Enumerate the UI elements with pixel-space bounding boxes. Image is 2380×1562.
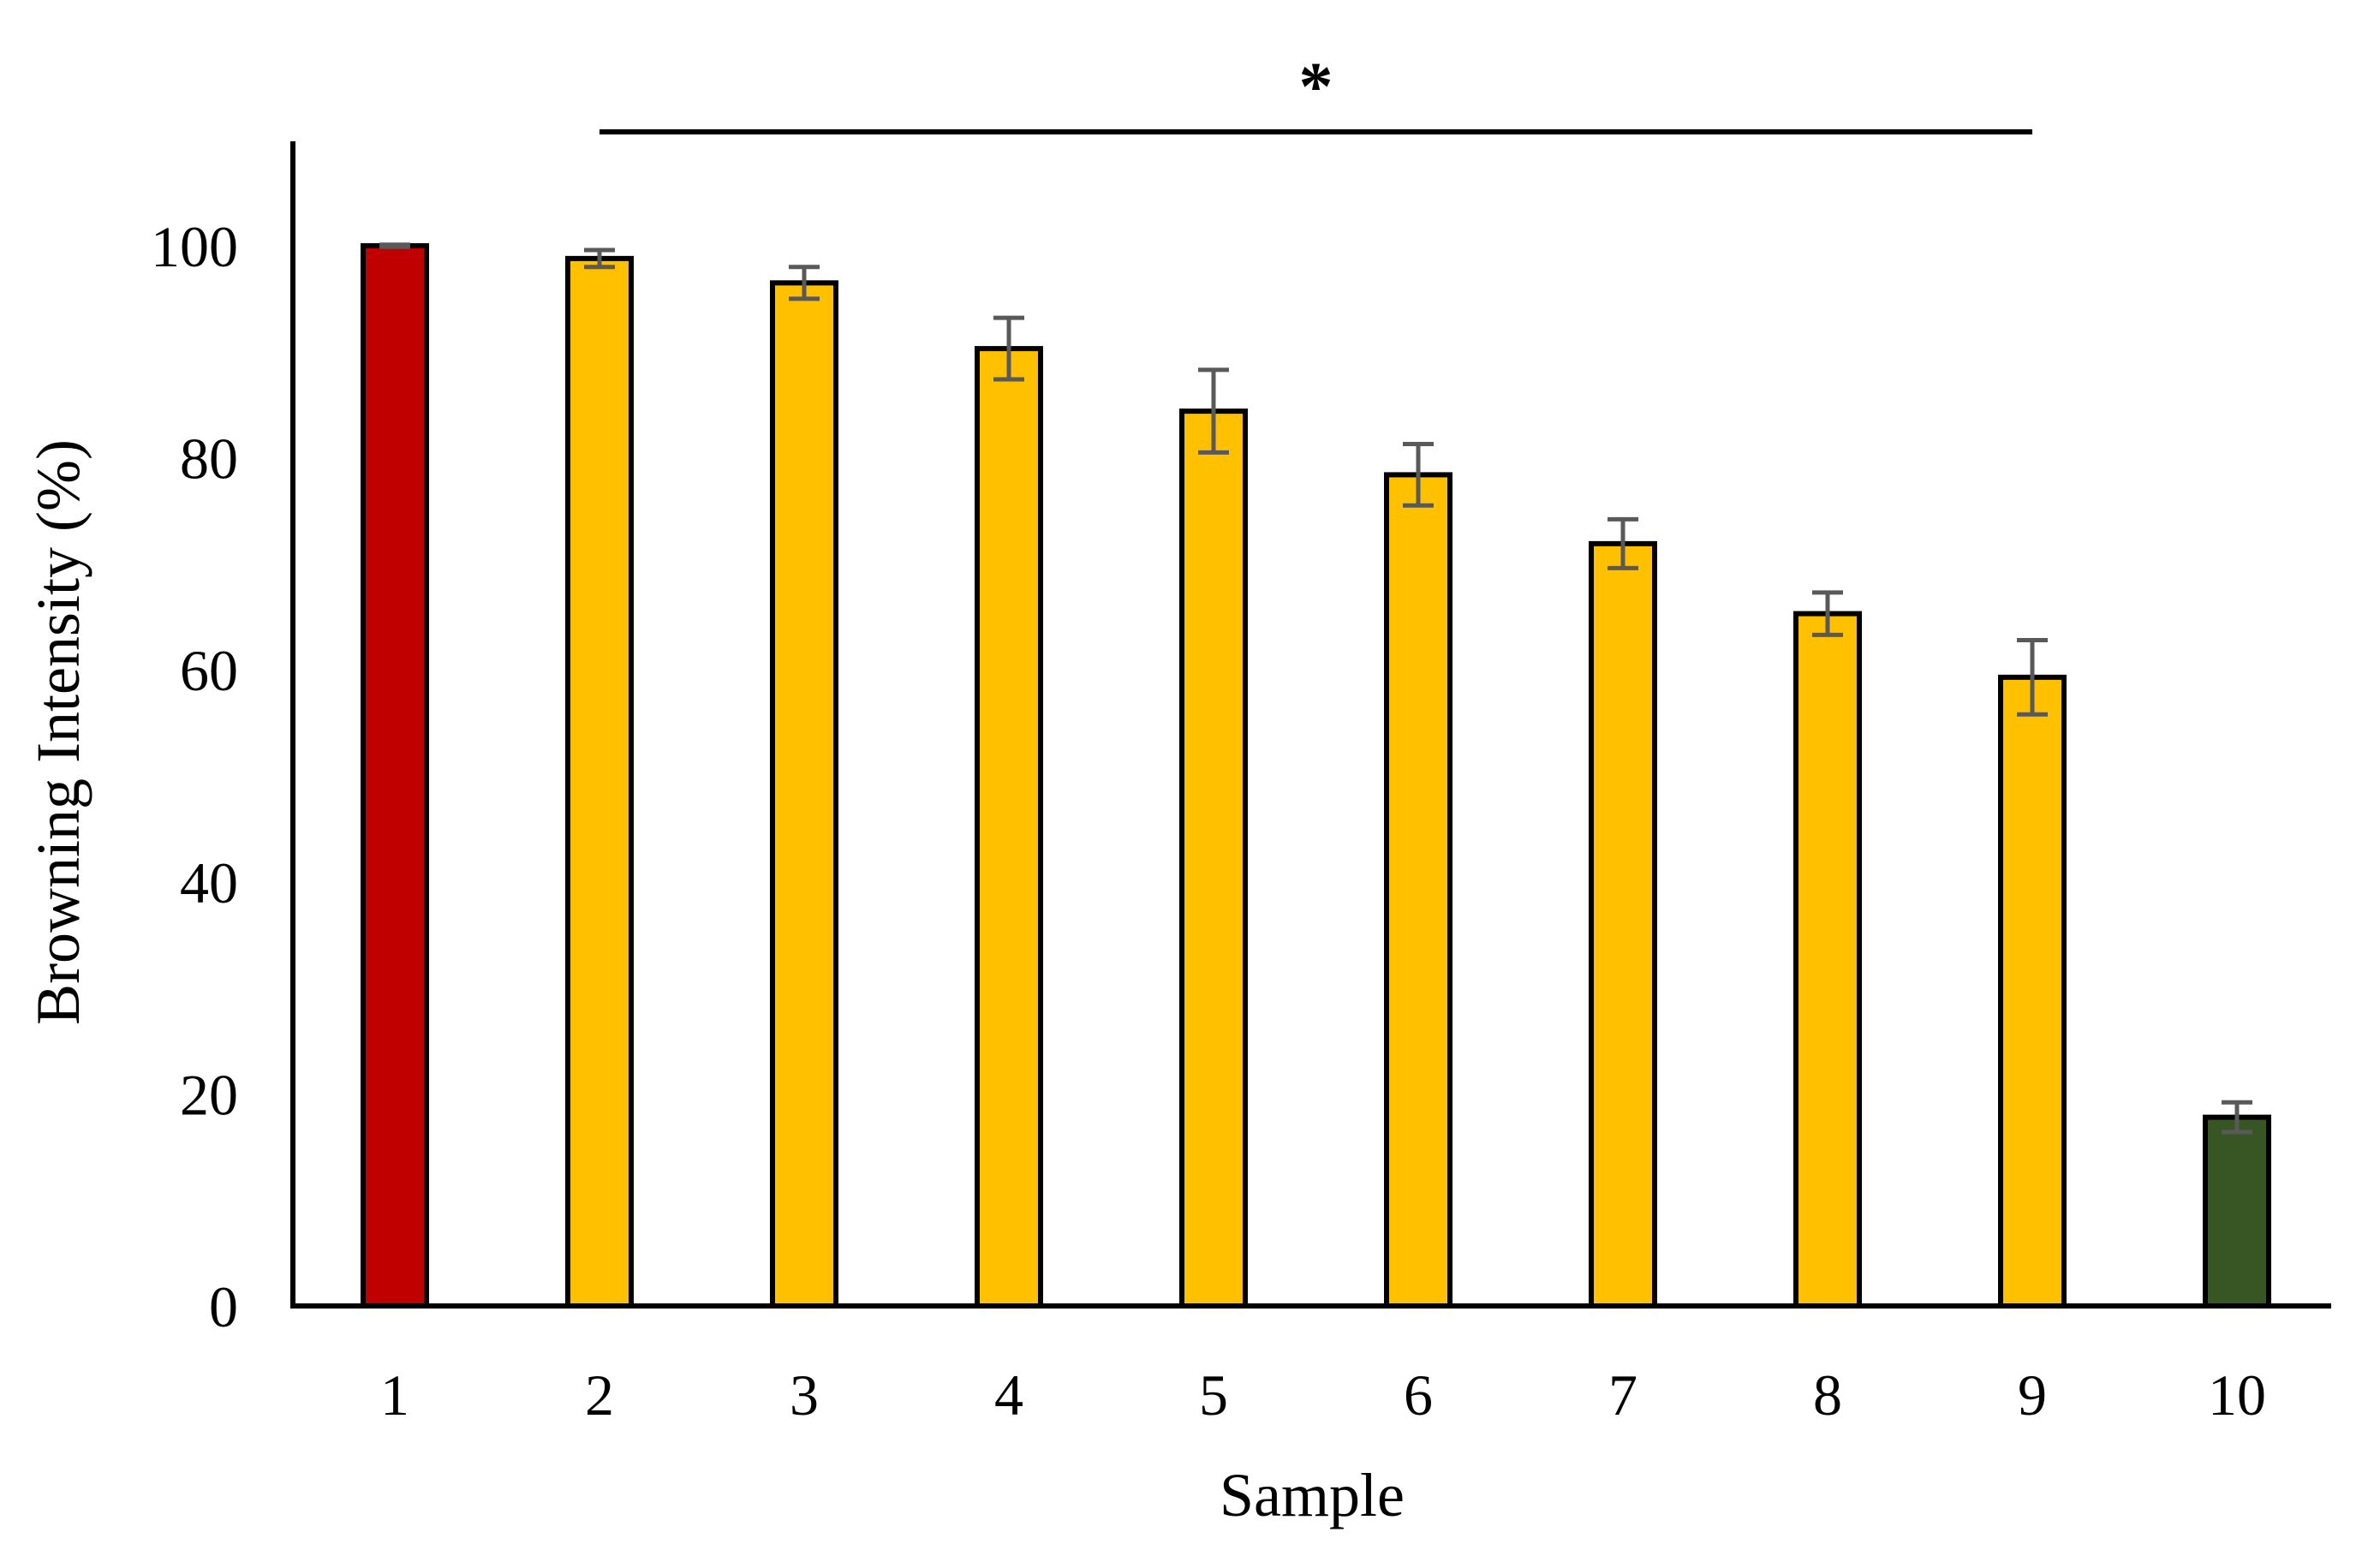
error-bar-sample-5 <box>1198 367 1229 455</box>
y-axis-title: Browning Intensity (%) <box>24 439 92 1025</box>
bar-sample-10 <box>2203 1114 2271 1309</box>
y-tick-label-40: 40 <box>180 850 238 915</box>
significance-asterisk: * <box>1299 50 1333 125</box>
y-tick-label-80: 80 <box>180 426 238 492</box>
bar-sample-6 <box>1384 472 1452 1309</box>
x-tick-label-4: 4 <box>994 1362 1023 1428</box>
error-bar-sample-8 <box>1812 590 1843 637</box>
error-bar-sample-3 <box>789 265 820 301</box>
y-tick-label-20: 20 <box>180 1062 238 1127</box>
x-tick-labels: 1 2 3 4 5 6 7 8 9 10 <box>380 1362 2266 1428</box>
x-tick-label-6: 6 <box>1404 1362 1433 1428</box>
error-bar-sample-10 <box>2222 1100 2252 1135</box>
bar-sample-2 <box>565 255 634 1309</box>
x-tick-label-10: 10 <box>2208 1362 2266 1428</box>
x-tick-label-3: 3 <box>790 1362 819 1428</box>
error-bar-sample-9 <box>2017 638 2048 717</box>
bar-sample-8 <box>1793 611 1862 1309</box>
x-tick-label-7: 7 <box>1608 1362 1637 1428</box>
bar-sample-4 <box>975 346 1043 1309</box>
error-bar-sample-2 <box>584 247 615 270</box>
y-tick-label-100: 100 <box>151 214 238 279</box>
bars-layer <box>361 243 2271 1309</box>
error-bar-sample-6 <box>1403 442 1434 508</box>
x-axis-title: Sample <box>1220 1461 1405 1529</box>
error-bars-layer <box>379 242 2252 1135</box>
y-tick-label-0: 0 <box>209 1274 238 1339</box>
axes-layer <box>290 141 2331 1309</box>
bar-sample-9 <box>1998 674 2067 1309</box>
bar-sample-7 <box>1589 540 1657 1309</box>
significance-annotation: * <box>599 50 2032 134</box>
y-tick-label-60: 60 <box>180 638 238 703</box>
y-tick-labels: 0 20 40 60 80 100 <box>151 214 238 1339</box>
x-tick-label-1: 1 <box>380 1362 409 1428</box>
x-tick-label-9: 9 <box>2018 1362 2047 1428</box>
bar-sample-3 <box>770 280 838 1309</box>
x-tick-label-2: 2 <box>585 1362 614 1428</box>
error-bar-sample-4 <box>993 315 1024 382</box>
error-bar-sample-7 <box>1608 516 1638 570</box>
x-tick-label-5: 5 <box>1199 1362 1228 1428</box>
bar-sample-1 <box>361 243 429 1309</box>
x-tick-label-8: 8 <box>1813 1362 1842 1428</box>
error-bar-sample-1 <box>379 242 410 249</box>
bar-sample-5 <box>1179 408 1248 1309</box>
